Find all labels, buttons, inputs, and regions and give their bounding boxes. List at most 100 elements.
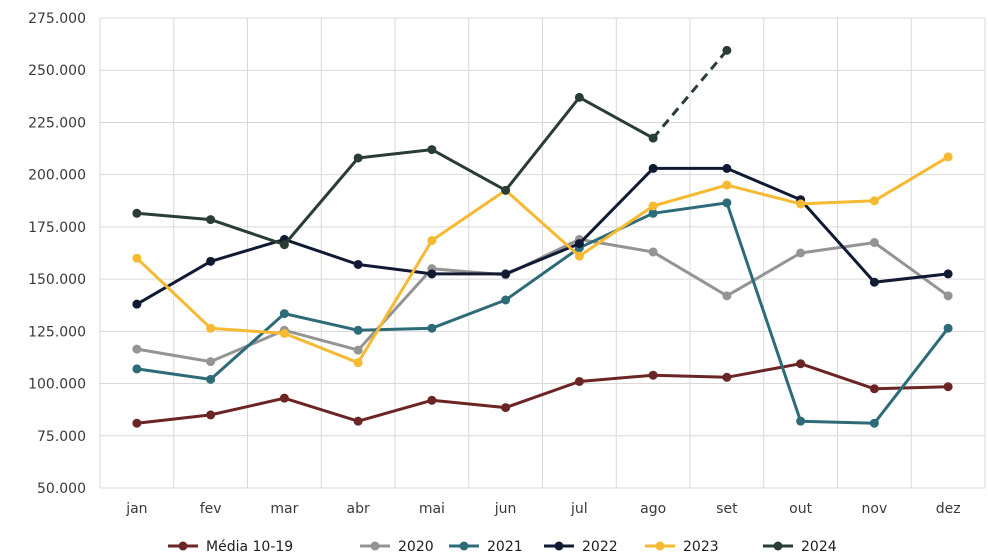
x-tick-label: nov — [862, 501, 888, 517]
data-point — [648, 247, 658, 257]
data-point — [501, 269, 511, 279]
y-tick-label: 125.000 — [28, 324, 86, 340]
data-point — [132, 299, 142, 309]
data-point — [353, 345, 363, 355]
legend-swatch-marker — [178, 541, 188, 551]
data-point — [206, 323, 216, 333]
legend-swatch-marker — [655, 541, 665, 551]
data-point — [279, 240, 289, 250]
x-tick-label: dez — [936, 501, 961, 517]
data-point — [722, 198, 732, 208]
x-axis: jan fev mar abr mai jun jul ago set out nov dez — [125, 501, 960, 517]
data-point — [132, 364, 142, 374]
data-point — [427, 145, 437, 155]
data-point — [943, 382, 953, 392]
data-point — [722, 372, 732, 382]
data-point — [796, 199, 806, 209]
data-point — [943, 269, 953, 279]
data-point — [427, 395, 437, 405]
x-tick-label: set — [716, 501, 738, 517]
data-point — [501, 403, 511, 413]
series-line — [135, 155, 950, 365]
data-point — [648, 370, 658, 380]
data-point — [206, 410, 216, 420]
y-tick-label: 275.000 — [28, 11, 86, 27]
legend-swatch-marker — [773, 541, 783, 551]
y-tick-label: 100.000 — [28, 377, 86, 393]
data-point — [796, 248, 806, 258]
data-point — [648, 201, 658, 211]
data-point — [132, 344, 142, 354]
legend-item: 2022 — [544, 539, 618, 555]
legend-item: 2021 — [449, 539, 523, 555]
legend-label: Média 10-19 — [206, 539, 293, 555]
y-tick-label: 75.000 — [37, 429, 86, 445]
y-tick-label: 50.000 — [37, 481, 86, 497]
data-point — [206, 215, 216, 225]
series-line-dashed — [651, 49, 729, 140]
data-point — [206, 374, 216, 384]
data-point — [353, 259, 363, 269]
series-line — [135, 362, 950, 425]
series-4 — [132, 152, 953, 368]
series-5 — [132, 45, 732, 250]
x-tick-label: ago — [640, 501, 666, 517]
data-point — [574, 251, 584, 261]
data-point — [132, 253, 142, 263]
data-point — [279, 328, 289, 338]
y-tick-label: 150.000 — [28, 272, 86, 288]
data-point — [943, 323, 953, 333]
data-point — [648, 208, 658, 218]
legend-item: Média 10-19 — [168, 539, 293, 555]
data-point — [943, 152, 953, 162]
x-tick-label: jan — [125, 501, 147, 517]
data-point — [869, 277, 879, 287]
x-tick-label: jun — [494, 501, 517, 517]
data-point — [501, 185, 511, 195]
series-0 — [132, 359, 953, 428]
data-point — [796, 416, 806, 426]
y-tick-label: 200.000 — [28, 168, 86, 184]
chart-grid — [99, 17, 986, 489]
y-axis: 50.000 75.000 100.000 125.000 150.000 175.000… — [28, 11, 86, 497]
data-point — [722, 180, 732, 190]
data-point — [353, 358, 363, 368]
data-point — [353, 416, 363, 426]
legend-label: 2020 — [398, 539, 434, 555]
data-point — [722, 45, 732, 55]
data-point — [279, 393, 289, 403]
data-point — [574, 239, 584, 249]
data-point — [206, 256, 216, 266]
legend-item: 2020 — [360, 539, 434, 555]
data-point — [869, 384, 879, 394]
data-point — [722, 163, 732, 173]
y-tick-label: 250.000 — [28, 63, 86, 79]
data-point — [427, 269, 437, 279]
data-point — [353, 325, 363, 335]
series-line — [135, 201, 950, 425]
y-tick-label: 175.000 — [28, 220, 86, 236]
data-point — [132, 418, 142, 428]
legend-item: 2023 — [645, 539, 719, 555]
data-point — [353, 153, 363, 163]
data-point — [648, 133, 658, 143]
legend-label: 2023 — [683, 539, 719, 555]
chart-legend: Média 10-19 2020 2021 2022 2023 2024 — [168, 539, 837, 555]
legend-swatch-marker — [459, 541, 469, 551]
data-point — [427, 235, 437, 245]
x-tick-label: mai — [419, 501, 445, 517]
legend-swatch-marker — [554, 541, 564, 551]
data-point — [943, 291, 953, 301]
legend-label: 2024 — [801, 539, 837, 555]
data-point — [574, 376, 584, 386]
y-tick-label: 225.000 — [28, 115, 86, 131]
data-point — [648, 163, 658, 173]
legend-label: 2022 — [582, 539, 618, 555]
data-point — [501, 295, 511, 305]
series-line — [135, 95, 655, 247]
data-point — [869, 238, 879, 248]
legend-item: 2024 — [763, 539, 837, 555]
data-point — [427, 323, 437, 333]
chart-series — [132, 45, 953, 428]
